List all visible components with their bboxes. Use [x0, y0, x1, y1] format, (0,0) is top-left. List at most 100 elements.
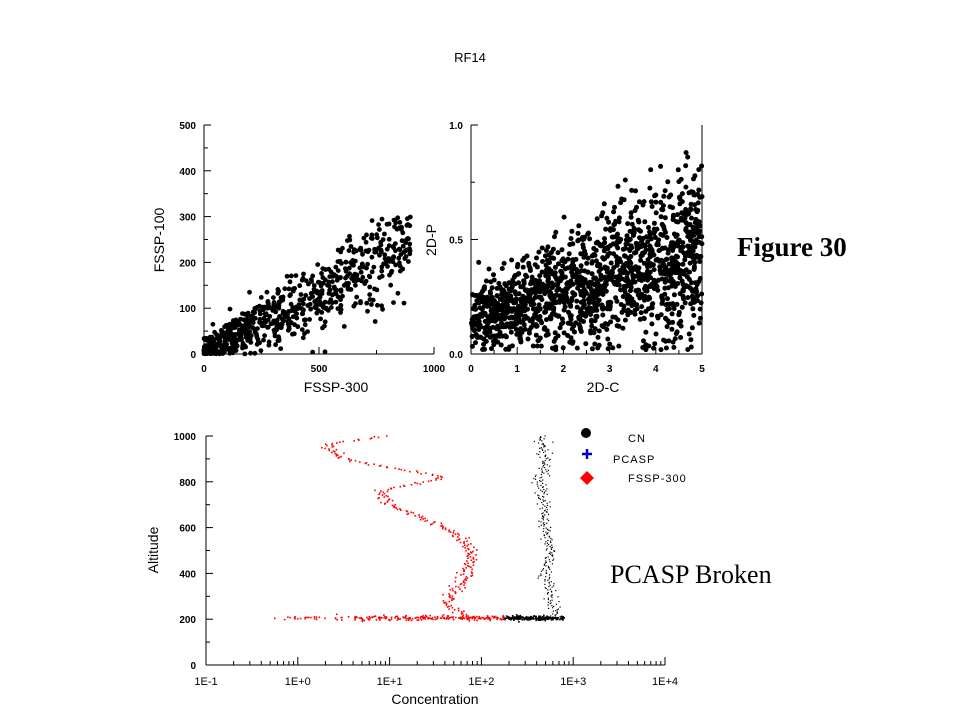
chart2-point [688, 301, 694, 307]
y-tick-label: 400 [179, 167, 196, 178]
chart3-point-fssp-300 [369, 437, 372, 440]
chart2-point [562, 266, 568, 272]
chart3-point-fssp-300 [451, 616, 454, 619]
chart2-point [598, 266, 604, 272]
chart3-point-cn [549, 588, 551, 590]
chart2-point [690, 243, 696, 249]
chart1-point [299, 311, 305, 317]
chart3-point-cn [549, 540, 552, 542]
chart3-point-cn [555, 614, 557, 616]
chart3-point-cn [545, 549, 547, 551]
chart3-point-cn [539, 439, 541, 441]
chart3-point-fssp-300 [334, 617, 337, 619]
chart2-point [552, 264, 558, 270]
chart3-point-cn [537, 577, 539, 579]
chart2-point [476, 327, 482, 332]
chart3-point-fssp-300 [471, 617, 473, 620]
chart3-point-fssp-300 [332, 450, 335, 452]
chart2-point [642, 219, 648, 225]
chart2-point [529, 287, 535, 293]
chart3-point-fssp-300 [393, 505, 395, 507]
chart1-point [338, 310, 343, 315]
chart2-point [592, 275, 598, 281]
chart3-point-cn [543, 522, 545, 524]
chart3-point-fssp-300 [472, 556, 475, 559]
chart2-point [596, 342, 602, 348]
x-tick-label: 0 [468, 364, 474, 375]
chart2-point [663, 257, 669, 262]
chart3-points [274, 435, 566, 623]
chart3-point-cn [535, 474, 537, 476]
chart3-point-fssp-300 [394, 467, 397, 470]
chart1-point [314, 310, 320, 316]
chart3-point-cn [550, 537, 552, 539]
chart2-point [592, 326, 598, 332]
chart2-point [494, 313, 500, 319]
chart1-point [261, 315, 267, 321]
chart1-point [233, 332, 238, 337]
chart2-point [529, 274, 535, 280]
chart2-points [469, 150, 705, 353]
chart3-ylabel: Altitude [145, 526, 161, 573]
chart3-point-cn [513, 618, 516, 620]
chart2-point [629, 245, 635, 251]
chart2-point [605, 251, 611, 257]
chart2-point [688, 337, 694, 343]
chart3-point-fssp-300 [422, 617, 425, 620]
page-title: RF14 [454, 50, 486, 65]
chart2-point [507, 324, 513, 330]
chart3-point-cn [538, 497, 540, 500]
chart3-point-cn [543, 616, 545, 619]
chart3-point-cn [552, 613, 554, 615]
chart2-point [624, 275, 630, 281]
chart3-point-cn [543, 618, 545, 621]
chart3-point-cn [546, 488, 548, 490]
chart3-point-cn [554, 614, 556, 616]
chart3-point-cn [556, 617, 559, 620]
chart3-point-cn [541, 513, 543, 515]
chart3-point-cn [540, 617, 543, 619]
chart2-point [592, 301, 598, 307]
chart1-point [236, 319, 242, 325]
chart3-point-fssp-300 [383, 617, 385, 619]
chart2-point [589, 346, 595, 352]
chart3-point-cn [543, 489, 545, 491]
chart3-point-fssp-300 [414, 514, 416, 517]
chart2-point [689, 325, 695, 331]
chart3-point-fssp-300 [359, 461, 361, 463]
chart2-point [637, 316, 643, 322]
chart2-point [605, 336, 611, 342]
chart2-point [608, 277, 614, 282]
chart2-point [692, 299, 698, 305]
chart3-point-fssp-300 [470, 559, 473, 562]
chart3-point-cn [531, 617, 533, 619]
chart3-point-fssp-300 [437, 477, 439, 479]
chart3-point-cn [541, 502, 543, 504]
chart1-point [403, 248, 408, 254]
chart3-point-fssp-300 [448, 605, 450, 608]
chart1-point [374, 232, 380, 238]
chart3-point-cn [545, 587, 547, 590]
chart3-point-cn [548, 616, 551, 619]
chart3-point-cn [525, 615, 528, 618]
chart3-point-cn [549, 561, 551, 563]
chart2-point [675, 254, 680, 260]
chart2-point [606, 219, 612, 225]
chart3-point-cn [545, 469, 547, 471]
chart2-point [676, 321, 682, 327]
chart3-point-fssp-300 [464, 578, 467, 580]
chart3-point-fssp-300 [334, 451, 336, 453]
chart3-point-fssp-300 [294, 618, 296, 620]
chart2-point [509, 257, 515, 263]
chart3-point-cn [544, 450, 546, 452]
chart1-point [392, 241, 398, 247]
chart3-point-fssp-300 [468, 536, 470, 539]
chart3-point-cn [550, 526, 552, 528]
chart3-point-fssp-300 [341, 616, 343, 619]
chart3-point-cn [546, 592, 549, 594]
chart3-point-fssp-300 [452, 598, 454, 601]
chart3-point-cn [547, 539, 549, 541]
chart3-point-cn [536, 483, 538, 485]
chart2-point [545, 283, 551, 288]
chart2-point [654, 242, 660, 248]
